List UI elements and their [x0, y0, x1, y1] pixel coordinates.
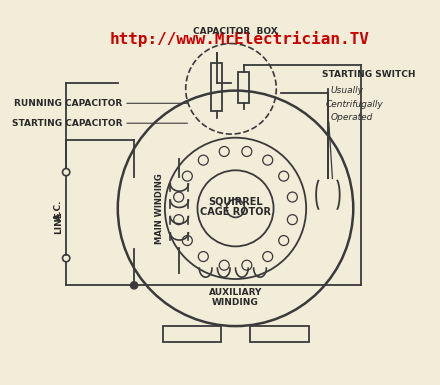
Bar	[249, 326, 308, 342]
Text: Usually: Usually	[330, 86, 363, 95]
Text: STARTING SWITCH: STARTING SWITCH	[322, 70, 415, 79]
Text: MAIN WINDING: MAIN WINDING	[155, 173, 164, 244]
Circle shape	[130, 282, 138, 289]
Text: RUNNING CAPACITOR: RUNNING CAPACITOR	[14, 99, 122, 108]
Text: AUXILIARY: AUXILIARY	[209, 288, 262, 297]
Text: Centrifugally: Centrifugally	[326, 100, 384, 109]
Text: STARTING CAPACITOR: STARTING CAPACITOR	[12, 119, 122, 128]
Text: CAPACITOR  BOX: CAPACITOR BOX	[193, 27, 278, 36]
Text: A.C.: A.C.	[55, 199, 63, 220]
Text: CAGE ROTOR: CAGE ROTOR	[200, 207, 271, 217]
Text: WINDING: WINDING	[212, 298, 259, 307]
Bar	[162, 326, 221, 342]
Text: Operated: Operated	[330, 113, 373, 122]
Bar	[238, 72, 249, 103]
Text: LINE: LINE	[55, 211, 63, 234]
Text: SQUIRREL: SQUIRREL	[208, 196, 263, 206]
Bar	[211, 64, 222, 110]
Text: http://www.MrElectrician.TV: http://www.MrElectrician.TV	[110, 31, 370, 47]
